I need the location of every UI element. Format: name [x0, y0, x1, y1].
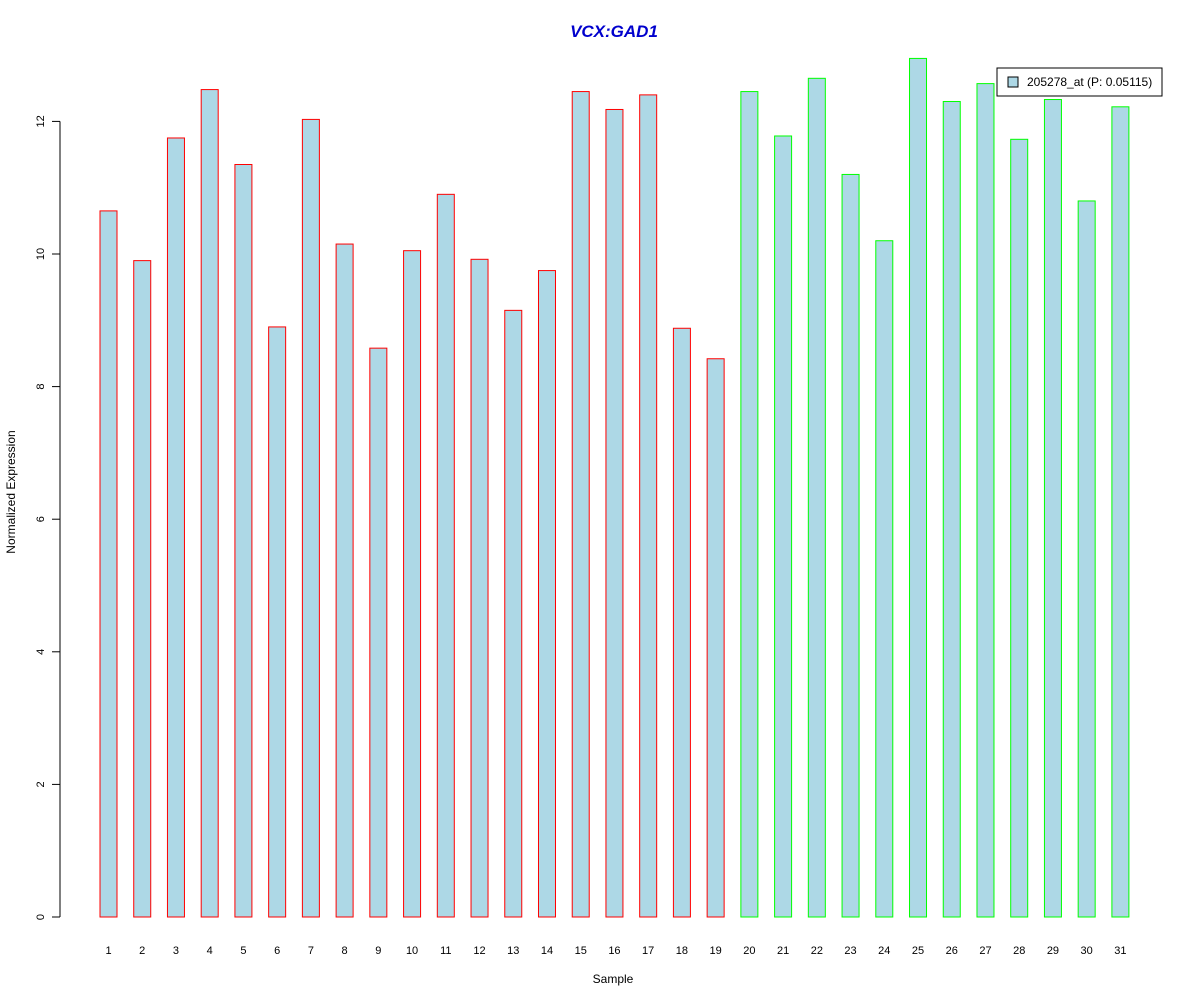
- x-tick-label: 5: [240, 945, 246, 957]
- bar-sample-14: [537, 270, 556, 918]
- x-tick-label: 28: [1013, 945, 1025, 957]
- bar-sample-3: [166, 137, 185, 918]
- y-tick-label: 4: [35, 649, 47, 655]
- x-tick-label: 20: [743, 945, 755, 957]
- x-axis-tick-labels: 1 2 3 4 5 6 7 8 9 10 11 12 13 14 15 16 17 18 19 20 21 22 23 24 2…: [105, 945, 1126, 957]
- x-tick-label: 24: [878, 945, 890, 957]
- bar-sample-28: [1010, 138, 1029, 918]
- bar-sample-4: [200, 89, 219, 918]
- bar-sample-6: [268, 326, 287, 918]
- x-tick-label: 9: [375, 945, 381, 957]
- bar-sample-2: [133, 260, 152, 918]
- x-tick-label: 15: [575, 945, 587, 957]
- bar-sample-24: [875, 240, 894, 918]
- bar-sample-9: [369, 347, 388, 918]
- legend-swatch: [1007, 76, 1019, 88]
- bar-sample-23: [841, 173, 860, 918]
- x-tick-label: 30: [1081, 945, 1093, 957]
- bar-sample-16: [605, 108, 624, 918]
- x-tick-label: 21: [777, 945, 789, 957]
- bar-sample-5: [234, 164, 253, 918]
- bar-sample-11: [436, 193, 455, 918]
- x-tick-label: 26: [946, 945, 958, 957]
- bar-sample-13: [504, 309, 523, 918]
- bar-sample-21: [774, 135, 793, 918]
- x-tick-label: 23: [844, 945, 856, 957]
- y-tick-label: 10: [35, 248, 47, 260]
- x-tick-label: 18: [676, 945, 688, 957]
- y-tick-label: 8: [35, 384, 47, 390]
- chart-title: VCX:GAD1: [570, 22, 658, 41]
- x-tick-label: 13: [507, 945, 519, 957]
- legend: 205278_at (P: 0.05115): [996, 67, 1163, 97]
- x-tick-label: 25: [912, 945, 924, 957]
- bar-sample-27: [976, 83, 995, 918]
- x-tick-label: 3: [173, 945, 179, 957]
- bars: [99, 57, 1130, 918]
- x-tick-label: 27: [979, 945, 991, 957]
- bar-sample-19: [706, 358, 725, 918]
- x-tick-label: 29: [1047, 945, 1059, 957]
- x-tick-label: 11: [440, 945, 451, 957]
- x-tick-label: 22: [811, 945, 823, 957]
- bar-sample-8: [335, 243, 354, 918]
- bar-sample-7: [301, 118, 320, 918]
- bar-sample-12: [470, 258, 489, 918]
- y-tick-label: 2: [35, 781, 47, 787]
- x-tick-label: 10: [406, 945, 418, 957]
- x-tick-label: 2: [139, 945, 145, 957]
- y-tick-label: 0: [35, 914, 47, 920]
- bar-sample-22: [807, 77, 826, 918]
- y-tick-label: 6: [35, 516, 47, 522]
- x-tick-label: 31: [1114, 945, 1126, 957]
- x-tick-label: 7: [308, 945, 314, 957]
- bar-sample-18: [672, 327, 691, 918]
- x-tick-label: 14: [541, 945, 553, 957]
- bar-sample-25: [909, 57, 928, 918]
- bar-sample-30: [1077, 200, 1096, 918]
- x-axis-title: Sample: [593, 972, 634, 986]
- y-axis-title: Normalized Expression: [4, 430, 18, 553]
- x-tick-label: 6: [274, 945, 280, 957]
- bar-sample-31: [1111, 106, 1130, 918]
- bar-sample-1: [99, 210, 118, 918]
- legend-box: [996, 67, 1163, 97]
- x-tick-label: 19: [710, 945, 722, 957]
- bar-sample-29: [1043, 99, 1062, 918]
- x-tick-label: 8: [342, 945, 348, 957]
- y-axis: 0 2 4 6 8 10 12: [35, 115, 61, 920]
- x-tick-label: 12: [473, 945, 485, 957]
- bar-sample-10: [403, 250, 422, 918]
- bar-sample-17: [639, 94, 658, 918]
- bar-sample-15: [571, 91, 590, 918]
- bar-sample-26: [942, 101, 961, 918]
- x-tick-label: 1: [105, 945, 111, 957]
- bar-sample-20: [740, 91, 759, 918]
- y-tick-label: 12: [35, 115, 47, 127]
- x-tick-label: 4: [207, 945, 213, 957]
- x-tick-label: 17: [642, 945, 654, 957]
- x-tick-label: 16: [608, 945, 620, 957]
- legend-label: 205278_at (P: 0.05115): [1027, 75, 1152, 89]
